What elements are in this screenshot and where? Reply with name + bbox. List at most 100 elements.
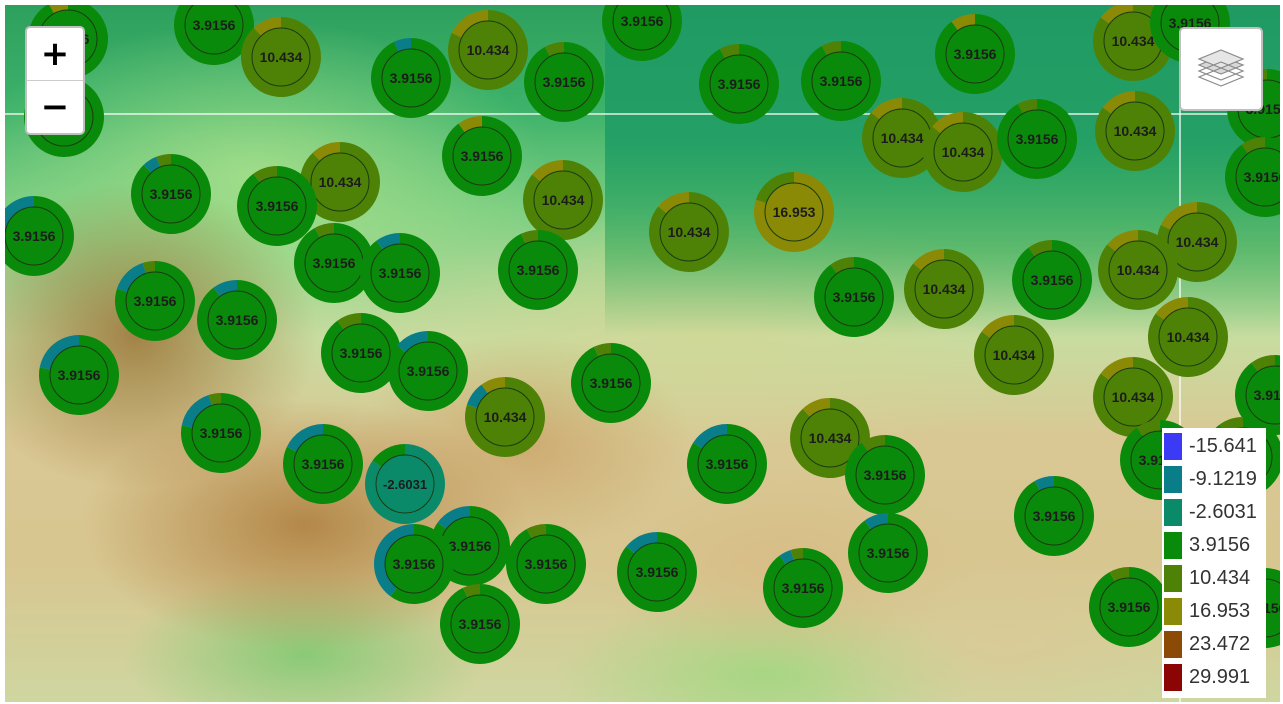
cluster-marker[interactable]: 10.434: [300, 142, 380, 222]
cluster-marker[interactable]: 3.9156: [440, 584, 520, 664]
cluster-marker[interactable]: 10.434: [904, 249, 984, 329]
cluster-value-label: 3.9156: [525, 556, 568, 572]
legend-entry: -2.6031: [1162, 496, 1266, 529]
cluster-marker[interactable]: 10.434: [1093, 357, 1173, 437]
cluster-marker[interactable]: 3.9156: [38, 335, 119, 415]
zoom-in-button[interactable]: +: [40, 34, 70, 74]
cluster-marker[interactable]: 3.9156: [131, 154, 211, 234]
cluster-marker[interactable]: 3.9156: [174, 5, 254, 65]
cluster-marker[interactable]: 3.9156: [997, 99, 1077, 179]
cluster-marker[interactable]: 10.434: [862, 98, 942, 178]
cluster-marker[interactable]: 10.434: [923, 112, 1003, 192]
layers-control-button[interactable]: [1179, 27, 1263, 111]
cluster-core: [612, 5, 672, 51]
cluster-marker[interactable]: 3.9156: [237, 166, 317, 246]
cluster-value-label: 3.9156: [706, 456, 749, 472]
cluster-marker[interactable]: 3.9156: [602, 5, 682, 61]
legend-swatch: [1164, 532, 1182, 559]
cluster-marker[interactable]: 3.9156: [1089, 567, 1169, 647]
cluster-marker[interactable]: 3.9156: [845, 435, 925, 515]
legend-swatch: [1164, 433, 1182, 460]
cluster-marker[interactable]: 3.9156: [115, 261, 195, 341]
cluster-marker[interactable]: 3.9156: [617, 532, 697, 612]
cluster-core: [914, 259, 974, 319]
cluster-marker[interactable]: 3.9156: [181, 393, 261, 473]
cluster-value-label: 3.9156: [449, 538, 492, 554]
cluster-marker[interactable]: 3.9156: [1014, 476, 1094, 556]
cluster-marker[interactable]: 10.434: [523, 160, 603, 240]
cluster-core: [533, 170, 593, 230]
cluster-value-label: 3.9156: [543, 74, 586, 90]
cluster-marker[interactable]: 3.9156: [699, 44, 779, 125]
cluster-value-label: 10.434: [1114, 123, 1157, 139]
cluster-marker[interactable]: 3.9156: [442, 116, 522, 196]
cluster-value-label: 10.434: [1112, 33, 1155, 49]
cluster-marker[interactable]: 3.9156: [388, 331, 468, 411]
cluster-core: [1245, 365, 1280, 425]
cluster-marker[interactable]: 3.9156: [763, 548, 843, 628]
cluster-marker[interactable]: 3.9156: [374, 524, 454, 604]
map-view[interactable]: 3.9156 3.9156 10.434 10.434 3.9156 3.9156 3.91…: [5, 5, 1280, 702]
cluster-value-label: 3.9156: [636, 564, 679, 580]
cluster-core: [331, 323, 391, 383]
legend-swatch: [1164, 565, 1182, 592]
cluster-marker[interactable]: 3.9156: [371, 38, 451, 118]
legend-entry: 3.9156: [1162, 529, 1266, 562]
cluster-marker[interactable]: 3.9156: [506, 524, 586, 604]
cluster-marker[interactable]: 10.434: [465, 377, 545, 457]
cluster-marker[interactable]: -2.6031: [365, 444, 445, 524]
legend-entry: -9.1219: [1162, 463, 1266, 496]
cluster-marker[interactable]: 10.434: [649, 192, 729, 272]
cluster-value-label: 10.434: [1167, 329, 1210, 345]
cluster-value-label: 3.9156: [833, 289, 876, 305]
cluster-marker[interactable]: 3.9156: [321, 313, 401, 393]
cluster-marker[interactable]: 3.9156: [360, 233, 440, 313]
cluster-core: [1235, 147, 1280, 207]
cluster-marker[interactable]: 10.434: [241, 17, 321, 97]
cluster-marker[interactable]: 3.9156: [5, 196, 74, 276]
cluster-core: [293, 434, 353, 494]
cluster-core: [945, 24, 1005, 84]
cluster-core: [191, 403, 251, 463]
cluster-core: [534, 52, 594, 112]
cluster-value-label: 3.9156: [867, 545, 910, 561]
cluster-value-label: 3.9156: [782, 580, 825, 596]
cluster-marker[interactable]: 10.434: [1098, 230, 1178, 310]
cluster-core: [627, 542, 687, 602]
cluster-core: [458, 20, 518, 80]
cluster-marker[interactable]: 10.434: [1148, 297, 1228, 377]
cluster-marker[interactable]: 3.9156: [524, 42, 604, 123]
cluster-value-label: 3.9156: [718, 76, 761, 92]
cluster-marker[interactable]: 3.9156: [294, 223, 374, 303]
cluster-marker[interactable]: 3.9156: [283, 424, 363, 504]
cluster-core: [1024, 486, 1084, 546]
cluster-marker[interactable]: 3.9156: [571, 343, 651, 423]
cluster-value-label: 3.9156: [407, 363, 450, 379]
cluster-marker[interactable]: 3.9156: [801, 41, 881, 122]
cluster-core: [370, 243, 430, 303]
cluster-marker[interactable]: 3.9156: [848, 513, 928, 593]
map-legend: -15.641 -9.1219 -2.6031 3.9156 10.434 16.953 2…: [1162, 428, 1266, 698]
cluster-value-label: 3.9156: [459, 616, 502, 632]
cluster-value-label: 10.434: [668, 224, 711, 240]
cluster-marker[interactable]: 3.9156: [498, 230, 578, 310]
cluster-marker[interactable]: 10.434: [1095, 91, 1175, 171]
cluster-marker[interactable]: 3.9156: [814, 257, 894, 337]
cluster-marker[interactable]: 3.9156: [1012, 240, 1092, 320]
cluster-marker[interactable]: 3.9156: [1225, 137, 1280, 217]
legend-entry: 23.472: [1162, 628, 1266, 661]
zoom-out-button[interactable]: −: [27, 80, 83, 133]
cluster-marker[interactable]: 3.9156: [935, 14, 1015, 94]
cluster-value-label: 10.434: [1112, 389, 1155, 405]
cluster-marker[interactable]: 10.434: [448, 10, 528, 90]
cluster-marker[interactable]: 10.434: [974, 315, 1054, 395]
legend-label: -2.6031: [1189, 501, 1257, 523]
cluster-marker[interactable]: 3.9156: [687, 424, 767, 504]
cluster-value-label: 3.9156: [461, 148, 504, 164]
cluster-core: [450, 594, 510, 654]
cluster-marker[interactable]: 16.953: [754, 172, 834, 252]
cluster-value-label: 10.434: [942, 144, 985, 160]
cluster-value-label: 3.9156: [200, 425, 243, 441]
cluster-marker[interactable]: 3.9156: [1235, 355, 1280, 435]
cluster-marker[interactable]: 3.9156: [197, 280, 277, 360]
